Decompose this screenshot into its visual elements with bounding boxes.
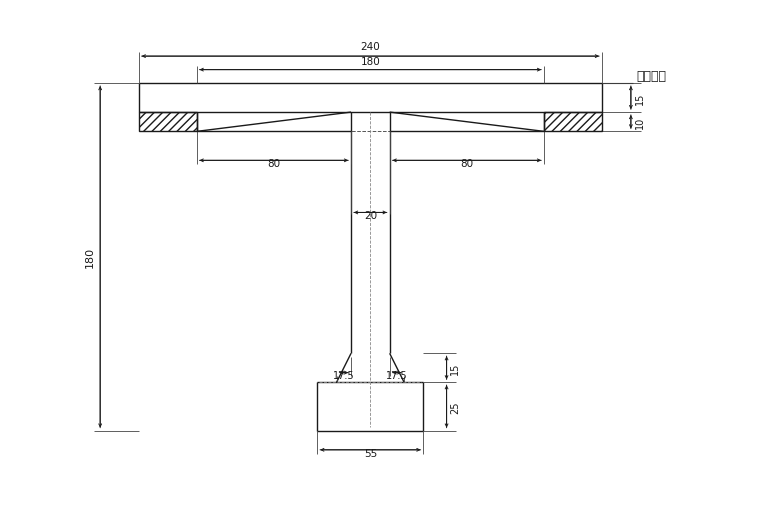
Text: 180: 180: [360, 57, 380, 67]
Text: 17.5: 17.5: [333, 371, 355, 381]
Text: 17.5: 17.5: [386, 371, 407, 381]
Text: 80: 80: [461, 159, 473, 169]
Bar: [544, 113, 602, 132]
Text: 20: 20: [364, 211, 377, 221]
Text: 55: 55: [364, 447, 377, 458]
Bar: [139, 113, 197, 132]
Text: 180: 180: [84, 247, 94, 268]
Text: 15: 15: [635, 92, 644, 105]
Text: 240: 240: [360, 42, 380, 52]
Text: 10: 10: [635, 116, 644, 129]
Text: 现浇部分: 现浇部分: [637, 70, 667, 83]
Text: 25: 25: [451, 400, 461, 413]
Text: 15: 15: [451, 362, 461, 374]
Text: 80: 80: [268, 159, 280, 169]
